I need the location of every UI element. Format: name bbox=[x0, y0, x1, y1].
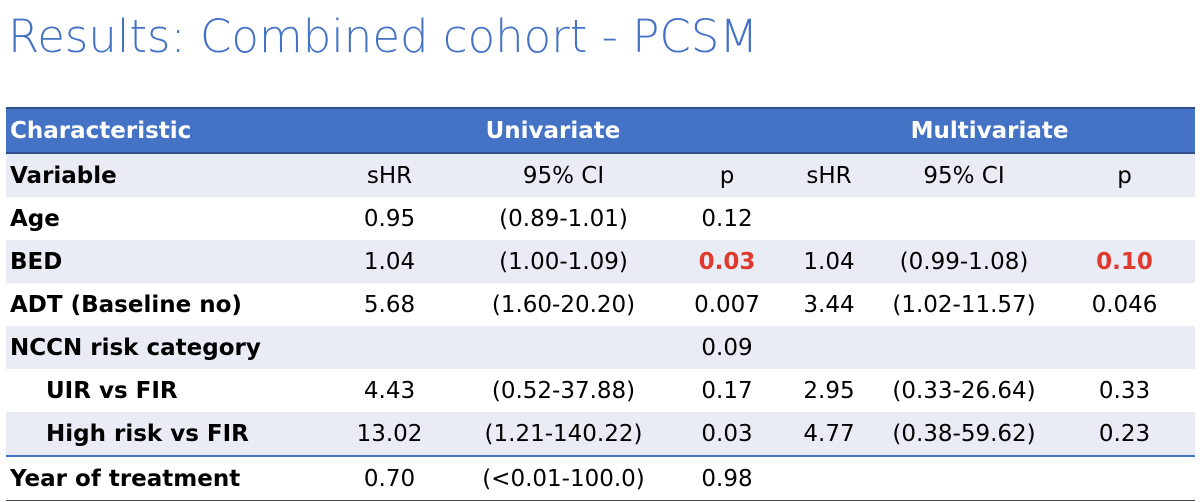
table-row-nccn: NCCN risk category 0.09 bbox=[6, 326, 1196, 369]
univariate-p: 0.17 bbox=[670, 369, 785, 412]
table-row-high-risk-vs-fir: High risk vs FIR 13.02 (1.21-140.22) 0.0… bbox=[6, 412, 1196, 456]
multivariate-p: 0.33 bbox=[1054, 369, 1196, 412]
table-row-year-of-treatment: Year of treatment 0.70 (<0.01-100.0) 0.9… bbox=[6, 455, 1196, 501]
table-row-uir-vs-fir: UIR vs FIR 4.43 (0.52-37.88) 0.17 2.95 (… bbox=[6, 369, 1196, 412]
multivariate-ci: (0.99-1.08) bbox=[874, 240, 1055, 283]
row-label: Age bbox=[6, 197, 322, 240]
multivariate-ci bbox=[874, 197, 1055, 240]
univariate-ci: (0.52-37.88) bbox=[457, 369, 670, 412]
table-row-adt: ADT (Baseline no) 5.68 (1.60-20.20) 0.00… bbox=[6, 283, 1196, 326]
multivariate-shr bbox=[784, 455, 875, 501]
row-label: BED bbox=[6, 240, 322, 283]
univariate-shr: 0.95 bbox=[322, 197, 457, 240]
multivariate-shr: 4.77 bbox=[784, 412, 875, 456]
subheader-multivariate-p: p bbox=[1054, 153, 1196, 197]
multivariate-ci: (1.02-11.57) bbox=[874, 283, 1055, 326]
univariate-shr: 5.68 bbox=[322, 283, 457, 326]
multivariate-shr bbox=[784, 197, 875, 240]
univariate-p: 0.09 bbox=[670, 326, 785, 369]
multivariate-p bbox=[1054, 197, 1196, 240]
row-label: ADT (Baseline no) bbox=[6, 283, 322, 326]
header-univariate: Univariate bbox=[322, 107, 785, 154]
univariate-p: 0.12 bbox=[670, 197, 785, 240]
subheader-univariate-p: p bbox=[670, 153, 785, 197]
row-label: Year of treatment bbox=[6, 455, 322, 501]
univariate-shr: 1.04 bbox=[322, 240, 457, 283]
multivariate-ci: (0.38-59.62) bbox=[874, 412, 1055, 456]
table-header-row: Characteristic Univariate Multivariate bbox=[6, 107, 1196, 154]
multivariate-p bbox=[1054, 326, 1196, 369]
univariate-ci: (1.21-140.22) bbox=[457, 412, 670, 456]
univariate-shr: 13.02 bbox=[322, 412, 457, 456]
univariate-shr: 4.43 bbox=[322, 369, 457, 412]
header-characteristic: Characteristic bbox=[6, 107, 322, 154]
univariate-p: 0.007 bbox=[670, 283, 785, 326]
table-subheader-row: Variable sHR 95% CI p sHR 95% CI p bbox=[6, 153, 1196, 197]
multivariate-p-significant: 0.10 bbox=[1054, 240, 1196, 283]
multivariate-ci: (0.33-26.64) bbox=[874, 369, 1055, 412]
subheader-univariate-shr: sHR bbox=[322, 153, 457, 197]
univariate-ci: (1.60-20.20) bbox=[457, 283, 670, 326]
univariate-ci bbox=[457, 326, 670, 369]
subheader-univariate-ci: 95% CI bbox=[457, 153, 670, 197]
multivariate-shr: 3.44 bbox=[784, 283, 875, 326]
univariate-shr: 0.70 bbox=[322, 455, 457, 501]
header-multivariate: Multivariate bbox=[784, 107, 1196, 154]
multivariate-p: 0.046 bbox=[1054, 283, 1196, 326]
univariate-p: 0.03 bbox=[670, 412, 785, 456]
subheader-variable: Variable bbox=[6, 153, 322, 197]
univariate-p-significant: 0.03 bbox=[670, 240, 785, 283]
multivariate-ci bbox=[874, 326, 1055, 369]
results-table: Characteristic Univariate Multivariate V… bbox=[6, 107, 1196, 501]
univariate-ci: (0.89-1.01) bbox=[457, 197, 670, 240]
row-label: UIR vs FIR bbox=[6, 369, 322, 412]
subheader-multivariate-ci: 95% CI bbox=[874, 153, 1055, 197]
multivariate-shr: 1.04 bbox=[784, 240, 875, 283]
multivariate-p: 0.23 bbox=[1054, 412, 1196, 456]
table-row-age: Age 0.95 (0.89-1.01) 0.12 bbox=[6, 197, 1196, 240]
multivariate-shr: 2.95 bbox=[784, 369, 875, 412]
univariate-ci: (<0.01-100.0) bbox=[457, 455, 670, 501]
multivariate-ci bbox=[874, 455, 1055, 501]
multivariate-p bbox=[1054, 455, 1196, 501]
table-row-bed: BED 1.04 (1.00-1.09) 0.03 1.04 (0.99-1.0… bbox=[6, 240, 1196, 283]
row-label: NCCN risk category bbox=[6, 326, 322, 369]
subheader-multivariate-shr: sHR bbox=[784, 153, 875, 197]
row-label: High risk vs FIR bbox=[6, 412, 322, 456]
univariate-p: 0.98 bbox=[670, 455, 785, 501]
univariate-shr bbox=[322, 326, 457, 369]
multivariate-shr bbox=[784, 326, 875, 369]
univariate-ci: (1.00-1.09) bbox=[457, 240, 670, 283]
slide-title: Results: Combined cohort - PCSM bbox=[8, 10, 759, 63]
